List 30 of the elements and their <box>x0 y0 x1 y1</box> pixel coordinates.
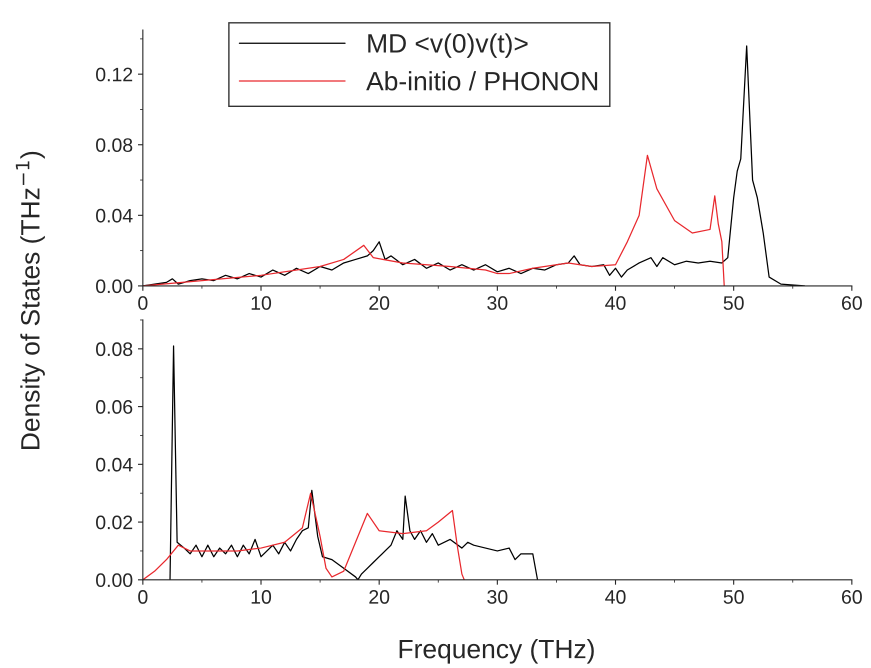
x-tick-label: 40 <box>605 296 626 310</box>
y-tick-label: 0.02 <box>96 516 132 530</box>
x-tick-label: 40 <box>605 590 626 604</box>
x-tick-label: 50 <box>724 590 744 604</box>
y-tick-label: 0.08 <box>96 342 132 356</box>
line-series <box>142 492 465 580</box>
x-axis-title: Frequency (THz) <box>400 639 594 664</box>
y-tick-label: 0.04 <box>96 458 133 472</box>
y-tick-label: 0.08 <box>96 138 132 152</box>
legend-label: Ab-initio / PHONON <box>366 71 598 91</box>
x-tick-label: 20 <box>369 590 390 604</box>
y-tick-label: 0.06 <box>96 400 132 414</box>
x-tick-label: 30 <box>487 590 508 604</box>
x-tick-label: 30 <box>487 296 508 310</box>
y-axis-title: Density of States (THz$^{−1}$) <box>16 152 45 449</box>
x-tick-label: 20 <box>369 296 390 310</box>
y-tick-label: 0.00 <box>96 279 132 294</box>
x-tick-label: 50 <box>724 296 744 310</box>
x-tick-label: 10 <box>252 590 272 604</box>
y-tick-label: 0.04 <box>96 208 133 223</box>
x-tick-label: 60 <box>842 296 862 310</box>
legend-label: MD <v(0)v(t)> <box>368 33 528 58</box>
y-tick-label: 0.12 <box>96 68 132 82</box>
x-tick-label: 10 <box>252 296 272 310</box>
x-tick-label: 0 <box>138 590 148 604</box>
y-tick-label: 0.00 <box>96 573 132 588</box>
line-series <box>169 345 538 580</box>
x-tick-label: 0 <box>138 296 148 310</box>
line-series <box>142 154 725 286</box>
x-tick-label: 60 <box>842 590 862 604</box>
